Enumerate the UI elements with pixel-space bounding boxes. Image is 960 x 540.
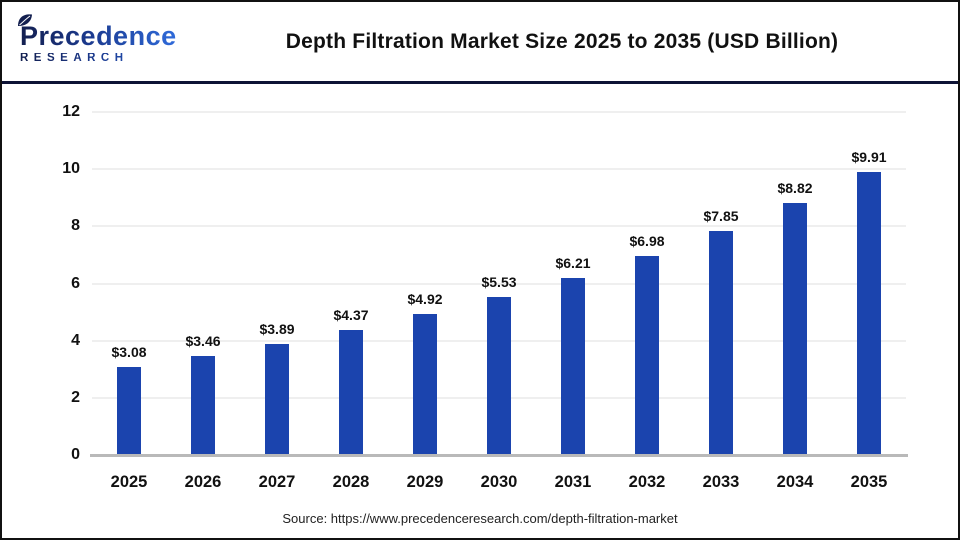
bar-value-label: $4.37 <box>333 307 369 324</box>
y-axis-tick-label: 4 <box>71 331 80 349</box>
bar-2035: $9.91 <box>851 149 887 455</box>
bar-value-label: $7.85 <box>703 207 739 224</box>
bar-value-label: $6.98 <box>629 232 665 249</box>
bar-slot-2032: $6.98 2032 <box>610 112 684 492</box>
bar-2028: $4.37 <box>333 307 369 455</box>
y-axis-tick-label: 0 <box>71 446 80 463</box>
bar-slots: $3.08 2025 $3.46 2026 $3.89 2027 $4.37 2028 $4.9… <box>92 112 906 492</box>
x-axis-label: 2028 <box>332 473 370 491</box>
bar-2029: $4.92 <box>407 291 443 455</box>
bar-2027: $3.89 <box>259 321 295 455</box>
bar-slot-2026: $3.46 2026 <box>166 112 240 491</box>
header-divider <box>2 81 958 84</box>
x-axis-label: 2029 <box>406 473 444 491</box>
x-axis-label: 2025 <box>110 473 148 491</box>
bar-value-label: $3.46 <box>185 333 221 350</box>
x-axis-label: 2031 <box>554 473 592 491</box>
x-axis-label: 2027 <box>258 473 296 491</box>
bar-2033: $7.85 <box>703 208 739 455</box>
bar-2026: $3.46 <box>185 333 221 455</box>
bar-2025: $3.08 <box>111 344 147 455</box>
x-axis-label: 2033 <box>702 473 740 491</box>
y-axis-tick-label: 8 <box>71 217 80 235</box>
bar-2031: $6.21 <box>555 255 591 455</box>
x-axis-line <box>90 454 908 457</box>
bar-slot-2027: $3.89 2027 <box>240 112 314 491</box>
logo-brand-name: Precedence <box>20 20 177 51</box>
y-axis-tick-label: 10 <box>62 160 80 178</box>
gridline <box>92 282 906 285</box>
header: Precedence RESEARCH Depth Filtration Mar… <box>2 2 958 81</box>
gridline <box>92 168 906 171</box>
bar-slot-2031: $6.21 2031 <box>536 112 610 492</box>
x-axis-label: 2032 <box>628 473 666 491</box>
bar-value-label: $3.08 <box>111 343 147 360</box>
source-citation: Source: https://www.precedenceresearch.c… <box>282 511 678 526</box>
x-axis-label: 2035 <box>850 473 888 491</box>
x-axis-label: 2034 <box>776 473 814 491</box>
bar-2034: $8.82 <box>777 180 813 455</box>
bar-value-label: $9.91 <box>851 148 887 165</box>
bar-value-label: $4.92 <box>407 291 443 308</box>
bar-slot-2029: $4.92 2029 <box>388 112 462 491</box>
gridline <box>92 225 906 228</box>
logo-brand-subtitle: RESEARCH <box>20 52 190 65</box>
bar-slot-2035: $9.91 2035 <box>832 112 906 491</box>
x-axis-label: 2026 <box>184 473 222 491</box>
leaf-icon <box>18 14 32 26</box>
y-axis-tick-label: 12 <box>62 103 80 120</box>
bar-slot-2030: $5.53 2030 <box>462 112 536 491</box>
y-axis-tick-label: 6 <box>71 274 80 292</box>
y-axis: 0 2 4 6 8 10 12 <box>18 103 80 463</box>
precedence-research-logo: Precedence RESEARCH <box>18 14 190 65</box>
bar-value-label: $8.82 <box>777 179 813 196</box>
bar-slot-2033: $7.85 2033 <box>684 112 758 491</box>
bar-slot-2034: $8.82 2034 <box>758 112 832 491</box>
bar-2030: $5.53 <box>481 274 517 455</box>
bar-value-label: $6.21 <box>555 254 591 271</box>
y-axis-tick-label: 2 <box>71 388 80 406</box>
bar-value-label: $3.89 <box>259 320 295 337</box>
bar-value-label: $5.53 <box>481 273 517 290</box>
bar-slot-2025: $3.08 2025 <box>92 112 166 491</box>
gridline <box>92 111 906 113</box>
bar-slot-2028: $4.37 2028 <box>314 112 388 491</box>
bar-2032: $6.98 <box>629 233 665 455</box>
x-axis-label: 2030 <box>480 473 518 491</box>
chart-title: Depth Filtration Market Size 2025 to 203… <box>285 29 839 53</box>
plot-area: $3.08 2025 $3.46 2026 $3.89 2027 $4.37 2028 $4.9… <box>92 111 906 492</box>
